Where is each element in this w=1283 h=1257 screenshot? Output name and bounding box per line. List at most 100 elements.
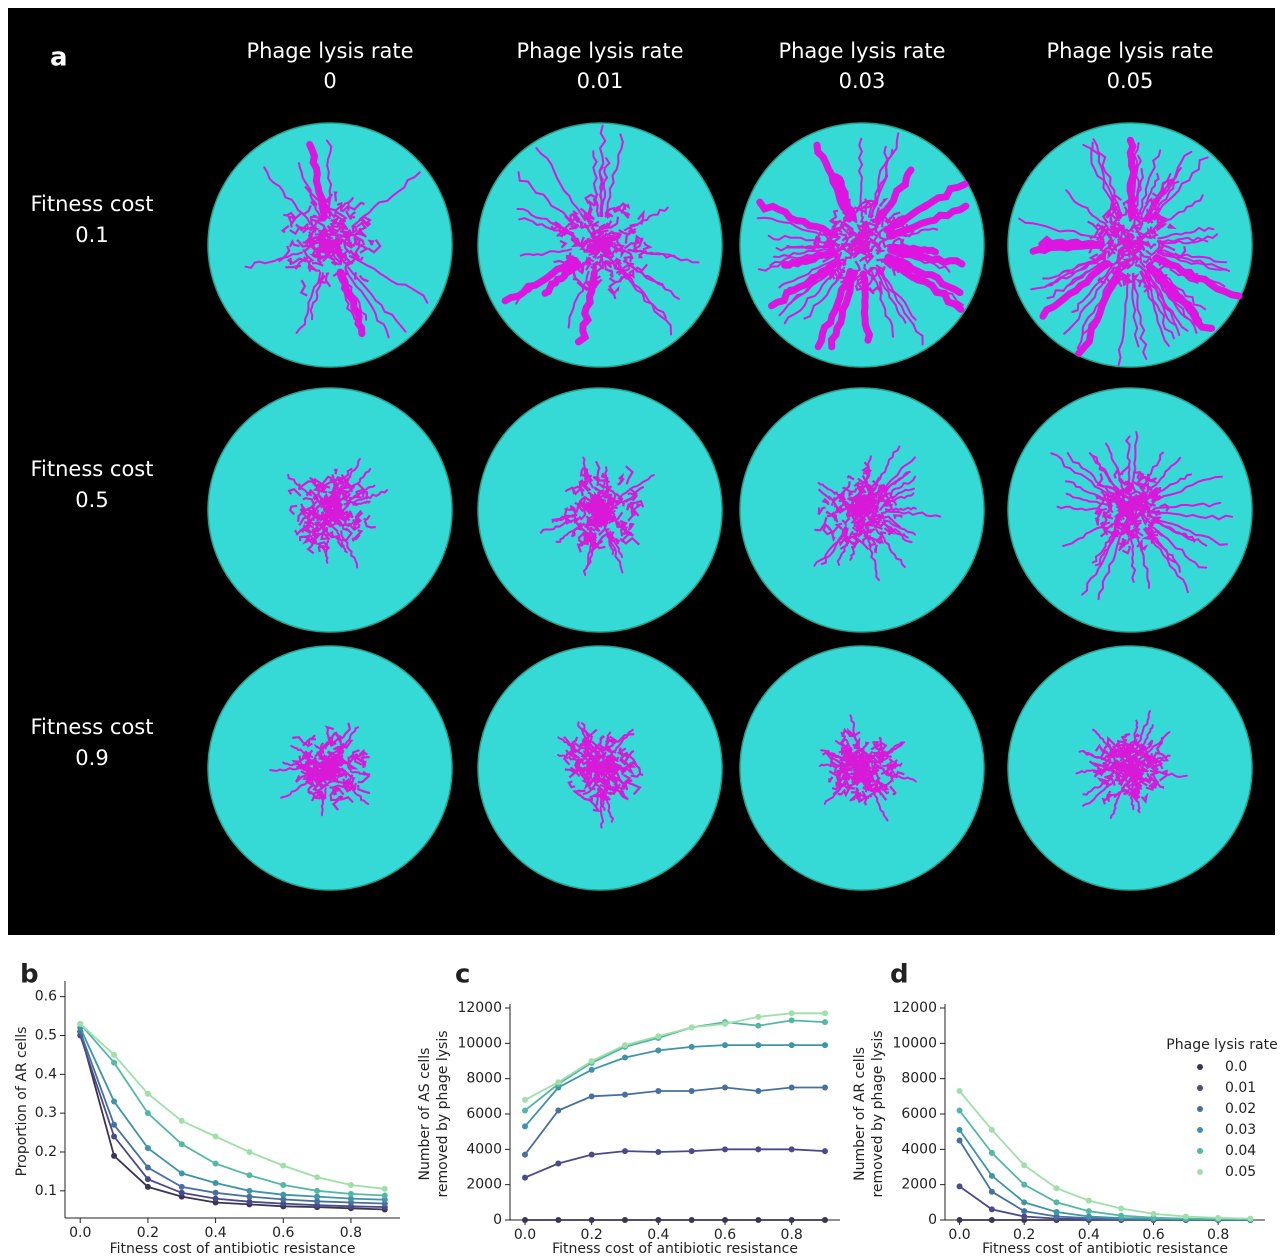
colony-streak	[849, 532, 858, 561]
data-point	[1118, 1212, 1125, 1219]
x-tick-label: 0.0	[514, 1227, 536, 1243]
colony-core-streak	[1121, 253, 1131, 260]
colony-core-streak	[289, 257, 293, 266]
colony-core-streak	[838, 481, 851, 498]
data-point	[178, 1117, 185, 1124]
colony-streak	[789, 262, 841, 305]
colony-streak	[877, 456, 916, 494]
data-point	[788, 1017, 795, 1024]
colony-streak	[881, 762, 903, 768]
colony-core-streak	[832, 220, 838, 229]
colony-core-streak	[582, 782, 597, 796]
colony-core-streak	[579, 207, 590, 222]
colony-core-streak	[891, 267, 901, 277]
colony-core-streak	[302, 525, 311, 534]
colony-core-streak	[1095, 494, 1105, 504]
colony-core-streak	[333, 495, 340, 507]
colony-streak	[592, 150, 600, 217]
data-point	[1085, 1197, 1092, 1204]
colony-core-streak	[881, 754, 889, 763]
colony-core-streak	[563, 506, 569, 517]
colony-core-streak	[598, 521, 608, 536]
data-point	[1053, 1209, 1060, 1216]
colony-core-streak	[858, 498, 871, 511]
colony-core-streak	[592, 778, 608, 786]
colony-core-streak	[363, 520, 376, 529]
colony-core-streak	[327, 234, 332, 245]
colony-core-streak	[623, 750, 635, 763]
colony-core-streak	[590, 497, 596, 507]
colony-core-streak	[1150, 763, 1164, 770]
colony-core-streak	[585, 762, 597, 772]
colony-core-streak	[591, 494, 600, 506]
colony-core-streak	[288, 239, 300, 248]
colony-core-streak	[863, 795, 870, 806]
data-point	[988, 1206, 995, 1213]
colony-core-streak	[332, 786, 338, 796]
colony-core-streak	[352, 519, 361, 529]
data-point	[111, 1051, 118, 1058]
colony-streak	[878, 741, 905, 758]
colony-core-streak	[573, 515, 582, 524]
data-point	[246, 1172, 253, 1179]
legend-label: 0.0	[1225, 1059, 1247, 1075]
colony-core-streak	[877, 750, 882, 767]
data-point	[655, 1033, 662, 1040]
colony-core-streak	[1146, 240, 1157, 250]
colony-core-streak	[351, 224, 358, 235]
colony-core-streak	[599, 242, 608, 249]
colony-streak	[887, 246, 966, 268]
colony-core-streak	[321, 757, 330, 770]
colony-core-streak	[850, 777, 867, 787]
colony-streak	[1143, 180, 1168, 221]
colony-streak	[1038, 235, 1105, 249]
colony-core-streak	[312, 760, 319, 771]
colony-core-streak	[847, 474, 855, 481]
colony-core-streak	[615, 202, 625, 211]
colony-core-streak	[1094, 517, 1100, 526]
colony-core-streak	[859, 772, 866, 782]
colony-core-streak	[324, 272, 332, 288]
colony-core-streak	[318, 492, 331, 504]
colony-core-streak	[576, 281, 589, 292]
data-point	[1053, 1213, 1060, 1220]
colony-core-streak	[1129, 773, 1138, 781]
colony-core-streak	[828, 776, 834, 783]
colony-streak	[879, 470, 911, 496]
colony-core-streak	[867, 519, 877, 527]
colony-core-streak	[311, 506, 317, 519]
colony-core-streak	[322, 254, 334, 262]
data-point	[822, 1084, 828, 1091]
colony-streak	[885, 194, 941, 232]
colony-core-streak	[1107, 209, 1113, 223]
data-point	[347, 1190, 354, 1197]
colony-core-streak	[307, 510, 315, 526]
data-point	[1021, 1181, 1028, 1188]
colony-streak	[756, 198, 839, 238]
colony-core-streak	[617, 477, 625, 486]
colony-streak	[1150, 519, 1208, 547]
colony-core-streak	[583, 761, 600, 771]
colony-streak	[885, 202, 970, 240]
colony-core-streak	[622, 497, 633, 507]
legend-marker	[1197, 1085, 1203, 1091]
colony-core-streak	[606, 230, 618, 238]
colony-core-streak	[1150, 753, 1158, 768]
colony-core-streak	[1146, 226, 1155, 237]
colony-core-streak	[326, 499, 341, 511]
colony-core-streak	[881, 515, 902, 529]
colony-streak	[516, 208, 575, 235]
y-tick-label: 12000	[892, 1000, 937, 1016]
colony-core-streak	[585, 245, 594, 253]
colony-core-streak	[590, 505, 598, 516]
colony-core-streak	[607, 496, 618, 506]
colony-core-streak	[329, 244, 336, 256]
colony-core-streak	[354, 750, 368, 758]
y-axis-label: removed by phage lysis	[870, 1030, 886, 1197]
series-line	[524, 1148, 826, 1179]
data-point	[722, 1084, 728, 1091]
colony-streak	[1152, 510, 1233, 521]
data-point	[347, 1181, 354, 1188]
data-point	[178, 1170, 185, 1177]
y-tick-label: 8000	[901, 1071, 937, 1087]
